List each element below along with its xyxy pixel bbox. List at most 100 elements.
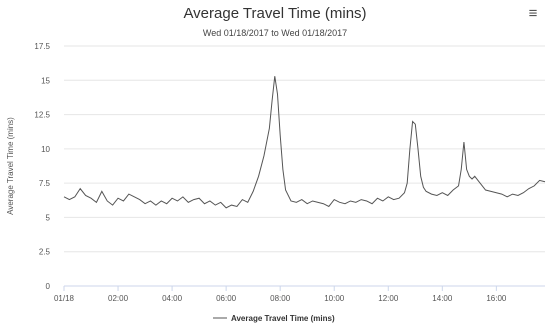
legend-label[interactable]: Average Travel Time (mins) xyxy=(231,314,335,323)
data-point[interactable] xyxy=(458,166,464,172)
data-point[interactable] xyxy=(310,198,316,204)
data-point[interactable] xyxy=(504,194,510,200)
data-point[interactable] xyxy=(83,192,89,198)
data-point[interactable] xyxy=(93,199,99,205)
data-point[interactable] xyxy=(280,166,286,172)
data-point[interactable] xyxy=(207,198,213,204)
data-point[interactable] xyxy=(120,198,126,204)
data-point[interactable] xyxy=(407,146,413,152)
data-point[interactable] xyxy=(385,194,391,200)
data-point[interactable] xyxy=(337,199,343,205)
data-point[interactable] xyxy=(477,180,483,186)
data-point[interactable] xyxy=(531,183,537,189)
data-point[interactable] xyxy=(515,192,521,198)
data-point[interactable] xyxy=(223,205,229,211)
data-point[interactable] xyxy=(472,173,478,179)
data-point[interactable] xyxy=(256,173,262,179)
data-point[interactable] xyxy=(72,194,78,200)
data-point[interactable] xyxy=(158,198,164,204)
data-point[interactable] xyxy=(450,187,456,193)
data-point[interactable] xyxy=(401,190,407,196)
data-point[interactable] xyxy=(234,203,240,209)
data-point[interactable] xyxy=(250,188,256,194)
data-point[interactable] xyxy=(196,195,202,201)
data-point[interactable] xyxy=(404,180,410,186)
data-point[interactable] xyxy=(326,203,332,209)
data-point[interactable] xyxy=(277,132,283,138)
data-point[interactable] xyxy=(464,166,470,172)
data-point[interactable] xyxy=(483,187,489,193)
data-point[interactable] xyxy=(61,194,67,200)
data-point[interactable] xyxy=(358,197,364,203)
data-point[interactable] xyxy=(374,195,380,201)
data-point[interactable] xyxy=(266,125,272,131)
data-point[interactable] xyxy=(283,187,289,193)
data-point[interactable] xyxy=(110,202,116,208)
data-point[interactable] xyxy=(347,198,353,204)
data-point[interactable] xyxy=(137,197,143,203)
data-point[interactable] xyxy=(131,194,137,200)
data-point[interactable] xyxy=(104,198,110,204)
data-point[interactable] xyxy=(293,199,299,205)
data-point[interactable] xyxy=(229,202,235,208)
data-point[interactable] xyxy=(304,201,310,207)
data-point[interactable] xyxy=(526,186,532,192)
data-point[interactable] xyxy=(456,183,462,189)
data-point[interactable] xyxy=(331,197,337,203)
data-point[interactable] xyxy=(126,191,132,197)
data-point[interactable] xyxy=(391,197,397,203)
data-point[interactable] xyxy=(164,201,170,207)
data-point[interactable] xyxy=(261,153,267,159)
data-point[interactable] xyxy=(288,198,294,204)
data-point[interactable] xyxy=(191,197,197,203)
data-point[interactable] xyxy=(315,199,321,205)
data-point[interactable] xyxy=(299,197,305,203)
data-point[interactable] xyxy=(66,197,72,203)
data-point[interactable] xyxy=(169,195,175,201)
chart-subtitle: Wed 01/18/2017 to Wed 01/18/2017 xyxy=(202,28,348,38)
data-point[interactable] xyxy=(147,198,153,204)
data-point[interactable] xyxy=(353,199,359,205)
data-point[interactable] xyxy=(537,177,543,183)
data-point[interactable] xyxy=(269,98,275,104)
data-point[interactable] xyxy=(418,173,424,179)
data-point[interactable] xyxy=(274,91,280,97)
data-point[interactable] xyxy=(153,202,159,208)
data-point[interactable] xyxy=(218,199,224,205)
data-point[interactable] xyxy=(415,146,421,152)
data-point[interactable] xyxy=(88,195,94,201)
data-point[interactable] xyxy=(320,201,326,207)
data-point[interactable] xyxy=(115,195,121,201)
data-point[interactable] xyxy=(461,139,467,145)
data-point[interactable] xyxy=(142,201,148,207)
data-point[interactable] xyxy=(429,191,435,197)
legend[interactable]: Average Travel Time (mins) xyxy=(213,314,335,323)
hamburger-menu-icon[interactable]: ≡ xyxy=(528,5,538,22)
data-point[interactable] xyxy=(396,195,402,201)
data-point[interactable] xyxy=(488,188,494,194)
data-point[interactable] xyxy=(542,179,548,185)
data-point[interactable] xyxy=(245,199,251,205)
data-point[interactable] xyxy=(239,197,245,203)
data-point[interactable] xyxy=(520,190,526,196)
data-point[interactable] xyxy=(174,198,180,204)
data-point[interactable] xyxy=(499,191,505,197)
data-point[interactable] xyxy=(77,186,83,192)
data-point[interactable] xyxy=(434,192,440,198)
data-point[interactable] xyxy=(380,198,386,204)
data-point[interactable] xyxy=(412,121,418,127)
data-point[interactable] xyxy=(212,202,218,208)
data-point[interactable] xyxy=(423,188,429,194)
data-point[interactable] xyxy=(364,198,370,204)
data-point[interactable] xyxy=(342,201,348,207)
data-point[interactable] xyxy=(202,201,208,207)
data-point[interactable] xyxy=(493,190,499,196)
data-point[interactable] xyxy=(445,192,451,198)
data-point[interactable] xyxy=(510,191,516,197)
data-point[interactable] xyxy=(272,73,278,79)
data-point[interactable] xyxy=(439,190,445,196)
data-point[interactable] xyxy=(180,194,186,200)
data-point[interactable] xyxy=(99,188,105,194)
data-point[interactable] xyxy=(185,199,191,205)
data-point[interactable] xyxy=(369,201,375,207)
